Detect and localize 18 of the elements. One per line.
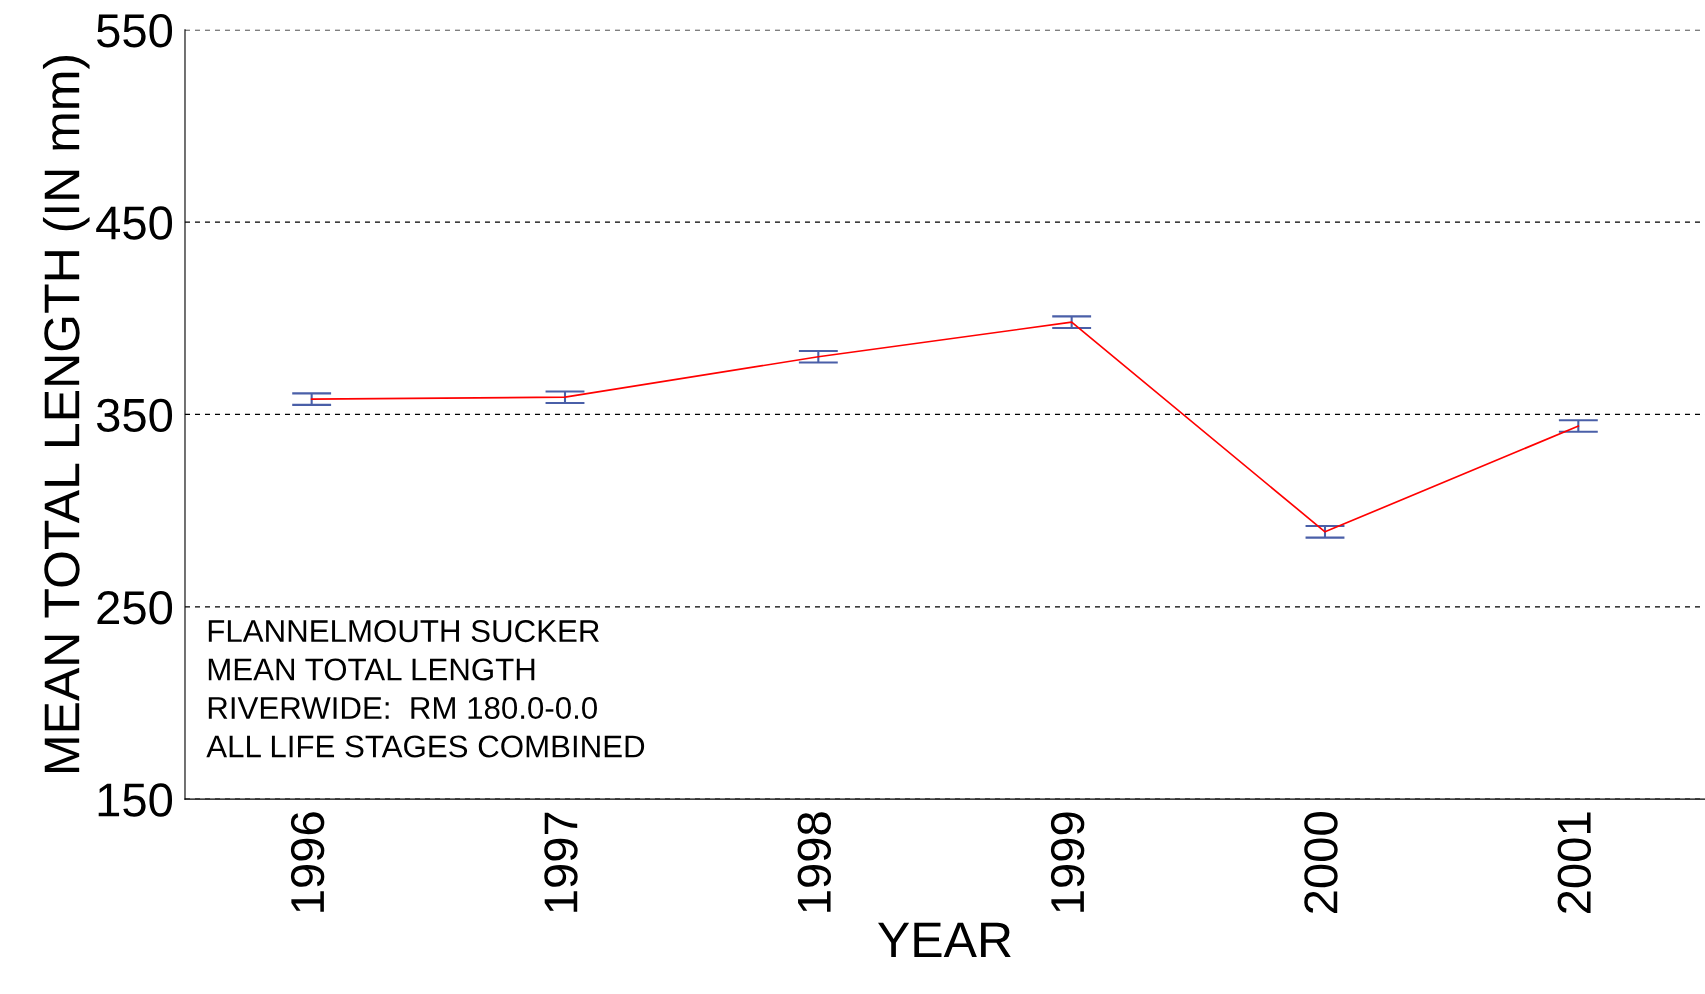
y-tick-label: 350	[96, 398, 173, 433]
x-tick-label: 2001	[1557, 812, 1592, 913]
annotation: FLANNELMOUTH SUCKER	[208, 620, 599, 643]
annotation: MEAN TOTAL LENGTH	[208, 658, 535, 681]
x-axis-title: YEAR	[878, 922, 1011, 958]
x-tick-label: 1997	[544, 812, 578, 912]
y-tick-label: 550	[96, 13, 173, 48]
x-tick-label: 1996	[290, 812, 325, 912]
line-series	[310, 321, 1580, 533]
x-tick-label: 1998	[797, 812, 832, 912]
y-tick-label: 450	[96, 206, 173, 240]
x-tick-label: 1999	[1050, 812, 1085, 912]
y-axis-title: MEAN TOTAL LENGTH (IN mm)	[42, 55, 90, 773]
y-tick-label: 250	[97, 590, 173, 625]
annotation: RIVERWIDE: RM 180.0-0.0	[208, 696, 597, 720]
x-tick-label: 2000	[1304, 812, 1338, 913]
y-tick-label: 150	[98, 783, 173, 817]
annotation: ALL LIFE STAGES COMBINED	[206, 735, 645, 758]
